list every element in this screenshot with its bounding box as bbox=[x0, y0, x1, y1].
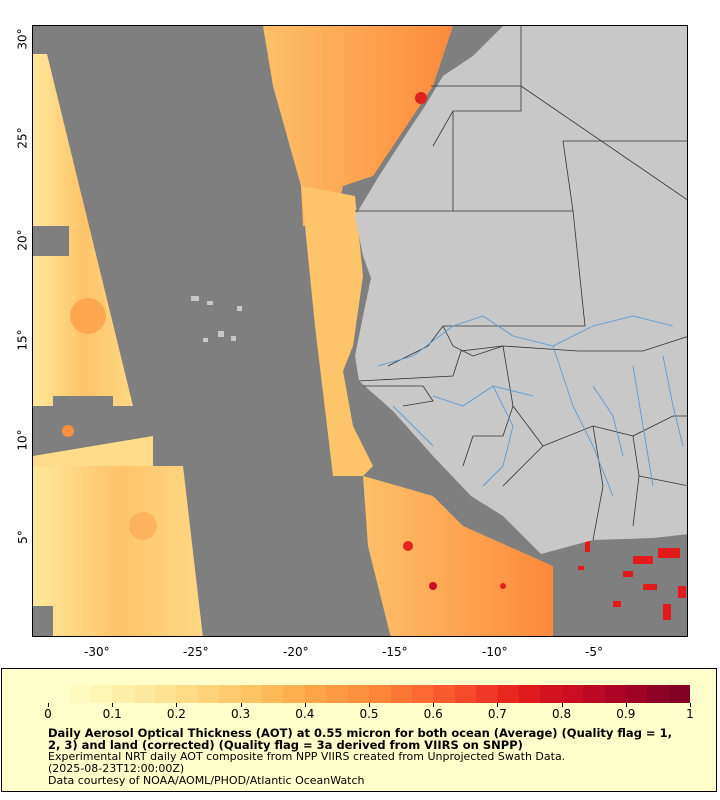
colorbar-tick-mark bbox=[433, 703, 435, 707]
colorbar-tick-label: 0.8 bbox=[552, 707, 572, 721]
colorbar-segment bbox=[433, 685, 455, 703]
colorbar-segment bbox=[219, 685, 241, 703]
cape-verde-islands bbox=[191, 296, 242, 342]
colorbar-segment bbox=[304, 685, 327, 703]
colorbar-segment bbox=[48, 685, 70, 703]
lat-label-10: 10° bbox=[15, 429, 30, 451]
colorbar-segment bbox=[647, 685, 669, 703]
lon-label-15w: -15° bbox=[382, 645, 408, 659]
colorbar-segment bbox=[476, 685, 498, 703]
colorbar-segment bbox=[583, 685, 605, 703]
colorbar-segment bbox=[262, 685, 284, 703]
western-swath bbox=[33, 54, 203, 636]
lat-label-25: 25° bbox=[15, 127, 30, 149]
colorbar-segment bbox=[326, 685, 348, 703]
legend-title: Daily Aerosol Optical Thickness (AOT) at… bbox=[48, 726, 672, 752]
lon-label-25w: -25° bbox=[183, 645, 209, 659]
colorbar-segment bbox=[390, 685, 412, 703]
colorbar-tick-mark bbox=[497, 703, 499, 707]
colorbar-tick-mark bbox=[240, 703, 242, 707]
colorbar-segment bbox=[411, 685, 434, 703]
colorbar-tick-mark bbox=[690, 703, 691, 707]
map-panel[interactable] bbox=[32, 25, 688, 637]
lon-label-5w: -5° bbox=[585, 645, 603, 659]
aot-map bbox=[33, 26, 687, 636]
colorbar-segment bbox=[668, 685, 691, 703]
colorbar-tick-label: 0.7 bbox=[487, 707, 507, 721]
lon-label-20w: -20° bbox=[283, 645, 309, 659]
legend-source-line: Experimental NRT daily AOT composite fro… bbox=[48, 750, 566, 763]
colorbar-segment bbox=[497, 685, 519, 703]
colorbar-tick-label: 0.5 bbox=[359, 707, 379, 721]
colorbar-segment bbox=[347, 685, 370, 703]
colorbar-tick-label: 0.3 bbox=[231, 707, 251, 721]
colorbar-tick-mark bbox=[112, 703, 114, 707]
colorbar-tick-label: 1 bbox=[686, 707, 694, 721]
colorbar-segment bbox=[155, 685, 177, 703]
colorbar bbox=[48, 685, 691, 703]
colorbar-tick-mark bbox=[369, 703, 370, 707]
colorbar-segment bbox=[197, 685, 220, 703]
colorbar-segment bbox=[283, 685, 305, 703]
colorbar-segment bbox=[176, 685, 198, 703]
colorbar-segment bbox=[69, 685, 91, 703]
gulf-of-guinea-patches bbox=[578, 540, 686, 620]
colorbar-segment bbox=[240, 685, 263, 703]
colorbar-tick-mark bbox=[176, 703, 178, 707]
country-borders bbox=[355, 26, 687, 541]
colorbar-segment bbox=[90, 685, 113, 703]
colorbar-segment bbox=[518, 685, 541, 703]
colorbar-segment bbox=[454, 685, 477, 703]
lat-label-5: 5° bbox=[15, 530, 30, 544]
legend-credit-line: Data courtesy of NOAA/AOML/PHOD/Atlantic… bbox=[48, 774, 365, 787]
colorbar-tick-label: 0.4 bbox=[295, 707, 315, 721]
lat-label-30: 30° bbox=[15, 28, 30, 50]
colorbar-tick-mark bbox=[625, 703, 627, 707]
lat-label-20: 20° bbox=[15, 229, 30, 251]
colorbar-segment bbox=[369, 685, 391, 703]
colorbar-segment bbox=[133, 685, 156, 703]
colorbar-tick-mark bbox=[304, 703, 306, 707]
west-africa-land bbox=[355, 26, 687, 554]
colorbar-segment bbox=[625, 685, 648, 703]
legend-panel: 0 0.1 0.2 0.3 0.4 0.5 0.6 0.7 0.8 0.9 1 Daily Aero… bbox=[1, 668, 717, 792]
colorbar-tick-label: 0.1 bbox=[102, 707, 122, 721]
legend-date-line: (2025-08-23T12:00:00Z) bbox=[48, 762, 185, 775]
colorbar-tick-label: 0.9 bbox=[616, 707, 636, 721]
colorbar-segment bbox=[604, 685, 626, 703]
colorbar-tick-mark bbox=[48, 703, 49, 707]
colorbar-tick-label: 0.2 bbox=[166, 707, 186, 721]
rivers bbox=[377, 315, 684, 497]
colorbar-segment bbox=[112, 685, 134, 703]
colorbar-segment bbox=[540, 685, 562, 703]
colorbar-tick-label: 0.6 bbox=[423, 707, 443, 721]
lat-label-15: 15° bbox=[15, 329, 30, 351]
colorbar-tick-mark bbox=[561, 703, 563, 707]
lon-label-10w: -10° bbox=[482, 645, 508, 659]
colorbar-segment bbox=[561, 685, 584, 703]
colorbar-tick-label: 0 bbox=[44, 707, 52, 721]
lon-label-30w: -30° bbox=[84, 645, 110, 659]
